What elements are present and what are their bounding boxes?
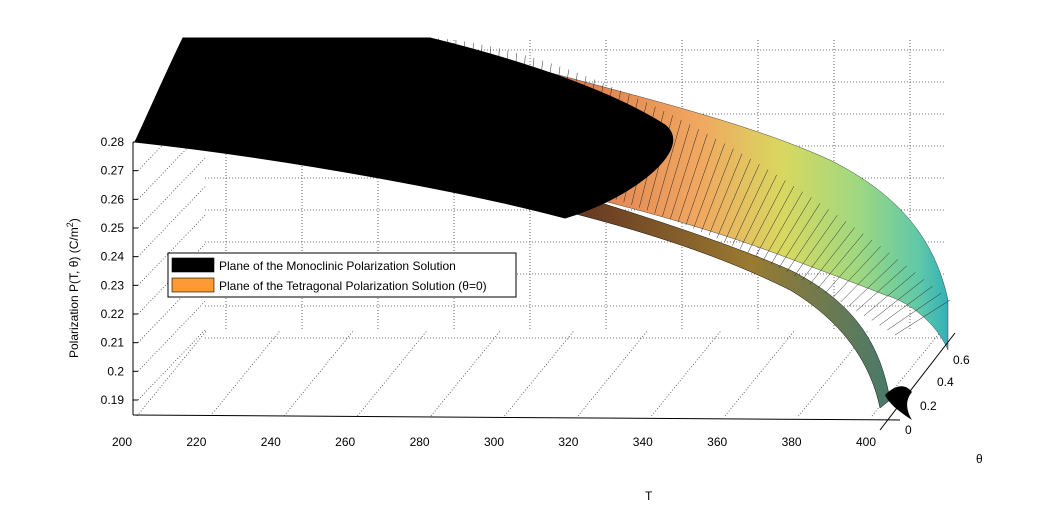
legend-box xyxy=(167,252,517,298)
legend-label-tetragonal: Plane of the Tetragonal Polarization Sol… xyxy=(219,279,487,293)
z-tick-label: 0.25 xyxy=(101,221,125,235)
y-tick-label: 0 xyxy=(905,423,912,437)
x-tick-label: 320 xyxy=(558,435,578,449)
z-tick-label: 0.26 xyxy=(101,192,125,206)
z-tick-label: 0.27 xyxy=(101,164,125,178)
y-axis-label: θ xyxy=(976,452,983,466)
y-tick-label: 0.2 xyxy=(920,399,937,413)
x-tick-label: 380 xyxy=(782,435,802,449)
x-tick-labels: 200 220 240 260 280 300 320 340 360 380 400 xyxy=(112,435,876,449)
z-tick-label: 0.19 xyxy=(101,393,125,407)
z-tick-label: 0.21 xyxy=(101,336,125,350)
legend: Plane of the Monoclinic Polarization Sol… xyxy=(167,252,517,298)
z-tick-labels: 0.19 0.2 0.21 0.22 0.23 0.24 0.25 0.26 0.27 0.28 xyxy=(101,135,138,407)
tetragonal-surface-side xyxy=(559,189,891,409)
x-tick-label: 300 xyxy=(484,435,504,449)
x-tick-label: 260 xyxy=(335,435,355,449)
z-tick-label: 0.22 xyxy=(101,307,125,321)
z-tick-label: 0.23 xyxy=(101,278,125,292)
y-tick-labels: 0 0.20.4 0.6 xyxy=(905,353,970,437)
monoclinic-surface-cap xyxy=(885,386,912,420)
z-tick-label: 0.24 xyxy=(101,250,125,264)
z-tick-label: 0.2 xyxy=(107,364,124,378)
x-tick-label: 400 xyxy=(856,435,876,449)
x-tick-label: 340 xyxy=(633,435,653,449)
y-tick-label: 0.4 xyxy=(937,375,954,389)
y-tick-label: 0.6 xyxy=(953,353,970,367)
legend-swatch-tetragonal xyxy=(171,277,215,293)
x-tick-label: 280 xyxy=(410,435,430,449)
x-tick-label: 240 xyxy=(261,435,281,449)
x-tick-label: 220 xyxy=(186,435,206,449)
x-tick-label: 200 xyxy=(112,435,132,449)
axes xyxy=(132,142,956,431)
monoclinic-surface xyxy=(134,37,674,219)
y-axis-line xyxy=(879,332,956,431)
x-tick-label: 360 xyxy=(707,435,727,449)
legend-label-monoclinic: Plane of the Monoclinic Polarization Sol… xyxy=(219,259,456,273)
z-tick-label: 0.28 xyxy=(101,135,125,149)
z-axis-label: Polarization P(T, θ) (C/m2) xyxy=(65,218,81,358)
x-axis-label: T xyxy=(645,489,653,503)
x-axis-line xyxy=(132,414,901,421)
legend-swatch-monoclinic xyxy=(171,257,215,273)
